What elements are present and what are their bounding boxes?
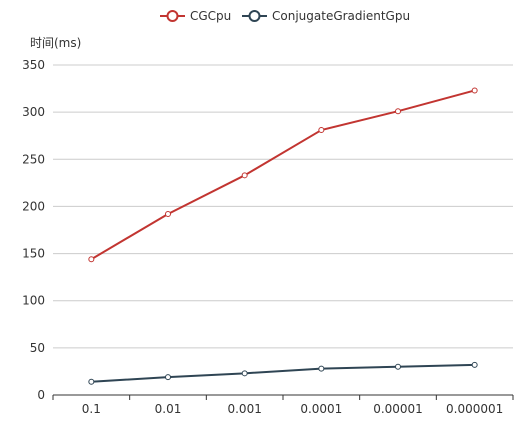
legend-label: CGCpu — [190, 9, 231, 23]
x-tick-label: 0.000001 — [446, 402, 503, 416]
y-tick-label: 200 — [22, 199, 45, 213]
y-axis-label: 时间(ms) — [30, 36, 81, 50]
series-lines — [88, 87, 478, 385]
data-point-CGCpu[interactable] — [88, 256, 95, 263]
x-tick-label: 0.01 — [155, 402, 182, 416]
data-point-ConjugateGradientGpu[interactable] — [318, 365, 325, 372]
series-line-CGCpu — [90, 89, 475, 261]
data-point-ConjugateGradientGpu[interactable] — [88, 378, 95, 385]
x-tick-label: 0.0001 — [300, 402, 342, 416]
series-line-ConjugateGradientGpu — [91, 363, 475, 383]
legend-item-ConjugateGradientGpu[interactable]: ConjugateGradientGpu — [242, 9, 410, 23]
data-point-ConjugateGradientGpu[interactable] — [165, 374, 171, 381]
data-point-ConjugateGradientGpu[interactable] — [395, 363, 401, 370]
axes: 时间(ms) 0 50 100 150 200 250 300 350 0.1 0.01 0.001… — [22, 36, 514, 416]
y-tick-label: 300 — [22, 105, 45, 119]
data-point-CGCpu[interactable] — [471, 87, 478, 94]
data-point-CGCpu[interactable] — [165, 210, 171, 217]
x-tick-label: 0.1 — [82, 402, 101, 416]
y-tick-label: 100 — [22, 294, 45, 308]
data-point-CGCpu[interactable] — [318, 127, 325, 134]
data-point-ConjugateGradientGpu[interactable] — [471, 361, 478, 368]
grid-lines — [53, 64, 513, 349]
y-tick-label: 0 — [37, 388, 45, 402]
legend-item-CGCpu[interactable]: CGCpu — [160, 9, 231, 23]
data-point-CGCpu[interactable] — [395, 108, 401, 115]
x-tick-label: 0.001 — [227, 402, 261, 416]
y-tick-label: 150 — [22, 247, 45, 261]
legend-label: ConjugateGradientGpu — [272, 9, 410, 23]
data-point-ConjugateGradientGpu[interactable] — [241, 370, 248, 377]
data-point-CGCpu[interactable] — [241, 172, 248, 179]
legend[interactable]: CGCpu ConjugateGradientGpu — [160, 9, 410, 23]
legend-swatch-marker — [166, 10, 179, 22]
y-tick-label: 350 — [22, 58, 45, 72]
x-tick-label: 0.00001 — [373, 402, 423, 416]
y-tick-label: 50 — [30, 341, 45, 355]
legend-swatch-marker — [248, 10, 261, 22]
y-tick-label: 250 — [22, 152, 45, 166]
